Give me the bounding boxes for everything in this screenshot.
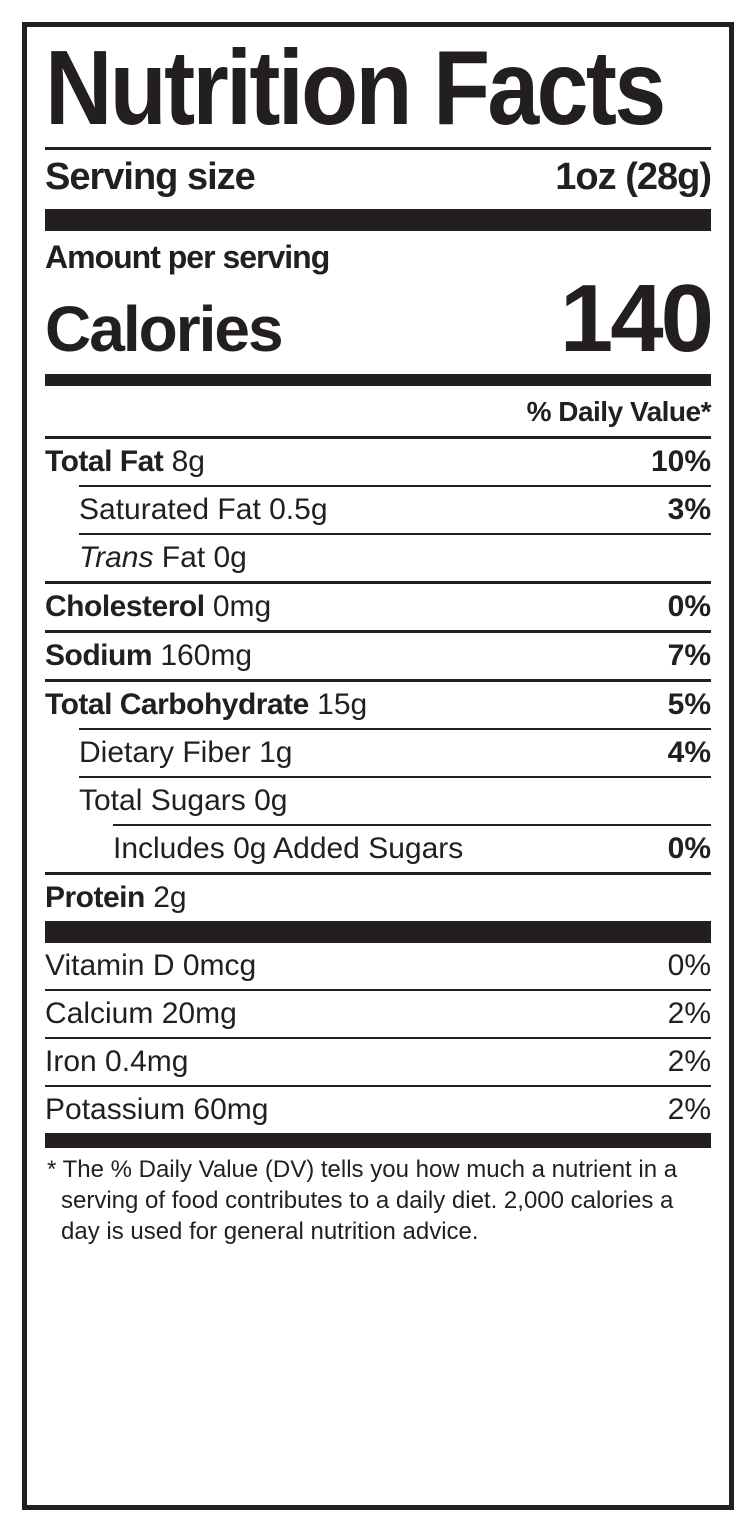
vitamin-name: Calcium: [45, 997, 153, 1030]
vitamin-name: Iron: [45, 1045, 97, 1078]
nutrient-dv: 10%: [651, 445, 711, 479]
footnote: * The % Daily Value (DV) tells you how m…: [45, 1148, 711, 1248]
row-added-sugars: Includes 0g Added Sugars 0%: [45, 826, 711, 872]
nutrient-dv: 7%: [668, 639, 711, 673]
rule: [45, 209, 711, 231]
serving-size-label: Serving size: [45, 156, 255, 199]
row-dietary-fiber: Dietary Fiber 1g 4%: [45, 730, 711, 776]
nutrient-name: Total Fat: [45, 445, 163, 478]
vitamin-name: Potassium: [45, 1093, 185, 1126]
row-calcium: Calcium 20mg 2%: [45, 991, 711, 1037]
nutrient-dv: 0%: [668, 590, 711, 624]
serving-size-row: Serving size 1oz (28g): [45, 150, 711, 209]
row-cholesterol: Cholesterol 0mg 0%: [45, 584, 711, 630]
daily-value-header: % Daily Value*: [45, 386, 711, 436]
nutrient-prefix: Trans: [79, 541, 153, 574]
row-total-fat: Total Fat 8g 10%: [45, 439, 711, 485]
nutrient-amount: 8g: [172, 445, 205, 478]
nutrition-facts-panel: Nutrition Facts Serving size 1oz (28g) A…: [22, 22, 734, 1510]
vitamin-dv: 0%: [668, 949, 711, 983]
row-iron: Iron 0.4mg 2%: [45, 1039, 711, 1085]
nutrient-amount: 15g: [317, 688, 367, 721]
nutrient-amount: 160mg: [160, 639, 252, 672]
row-saturated-fat: Saturated Fat 0.5g 3%: [45, 487, 711, 533]
nutrient-amount: 0g: [254, 784, 287, 817]
vitamin-amount: 20mg: [162, 997, 237, 1030]
serving-size-value: 1oz (28g): [555, 156, 711, 199]
nutrient-dv: 0%: [668, 832, 711, 866]
nutrient-dv: 5%: [668, 688, 711, 722]
row-trans-fat: Trans Fat 0g: [45, 535, 711, 581]
row-potassium: Potassium 60mg 2%: [45, 1087, 711, 1133]
vitamin-amount: 60mg: [193, 1093, 268, 1126]
row-vitamin-d: Vitamin D 0mcg 0%: [45, 943, 711, 989]
row-sodium: Sodium 160mg 7%: [45, 633, 711, 679]
nutrient-amount: 2g: [153, 881, 186, 914]
nutrient-amount: 1g: [259, 736, 292, 769]
vitamin-amount: 0mcg: [183, 949, 256, 982]
vitamin-dv: 2%: [668, 997, 711, 1031]
nutrient-name: Sodium: [45, 639, 152, 672]
vitamin-dv: 2%: [668, 1045, 711, 1079]
nutrient-name: Dietary Fiber: [79, 736, 251, 769]
nutrient-name: Cholesterol: [45, 590, 205, 623]
nutrient-text: Includes 0g Added Sugars: [113, 832, 463, 866]
vitamin-amount: 0.4mg: [105, 1045, 188, 1078]
vitamin-dv: 2%: [668, 1093, 711, 1127]
calories-value: 140: [560, 276, 711, 362]
nutrient-amount: 0.5g: [269, 493, 327, 526]
rule: [45, 1133, 711, 1148]
vitamin-name: Vitamin D: [45, 949, 175, 982]
nutrient-name: Total Carbohydrate: [45, 688, 309, 721]
calories-row: Calories 140: [45, 276, 711, 374]
nutrient-amount: 0g: [214, 541, 247, 574]
rule: [45, 921, 711, 943]
nutrient-amount: 0mg: [213, 590, 271, 623]
row-total-carbohydrate: Total Carbohydrate 15g 5%: [45, 682, 711, 728]
row-total-sugars: Total Sugars 0g: [45, 778, 711, 824]
panel-title: Nutrition Facts: [45, 35, 631, 141]
calories-label: Calories: [45, 292, 282, 366]
nutrient-dv: 3%: [668, 493, 711, 527]
nutrient-name: Saturated Fat: [79, 493, 261, 526]
nutrient-suffix: Fat: [153, 541, 205, 574]
rule: [45, 374, 711, 386]
nutrient-dv: 4%: [668, 736, 711, 770]
nutrient-name: Protein: [45, 881, 145, 914]
row-protein: Protein 2g: [45, 875, 711, 921]
nutrient-name: Total Sugars: [79, 784, 246, 817]
